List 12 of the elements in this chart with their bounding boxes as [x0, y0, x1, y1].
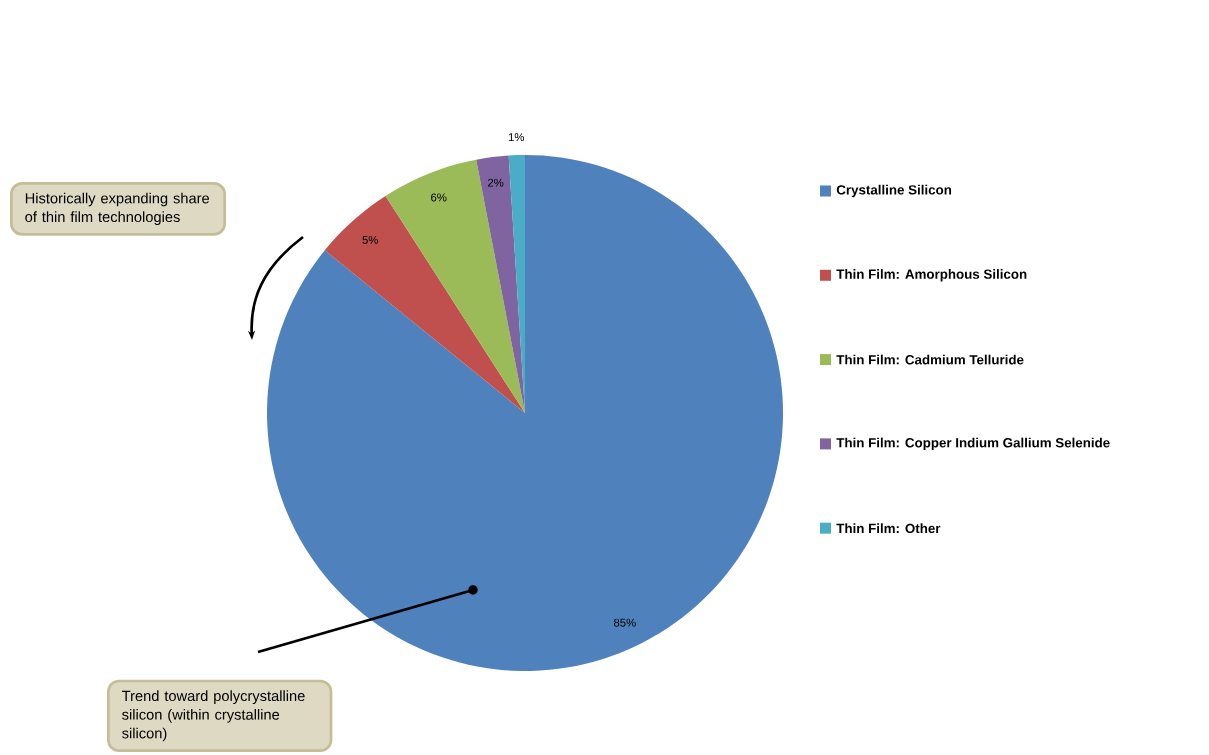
data-label: 1%	[508, 133, 525, 142]
text: Historically expanding share of thin film technologies	[25, 192, 210, 225]
data-label: 6%	[431, 193, 447, 202]
legend-label: Thin Film: Other	[836, 523, 941, 534]
data-label: 85%	[613, 618, 636, 627]
legend-label: Crystalline Silicon	[836, 184, 952, 198]
text: Trend toward polycrystalline silicon (within crystalline silicon)	[122, 690, 305, 742]
legend-label: Thin Film: Cadmium Telluride	[836, 354, 1024, 365]
legend-label: Thin Film: Amorphous Silicon	[836, 269, 1027, 282]
data-label: 5%	[362, 235, 378, 244]
legend-label: Thin Film: Copper Indium Gallium Selenide	[836, 437, 1110, 451]
data-label: 2%	[487, 178, 504, 187]
